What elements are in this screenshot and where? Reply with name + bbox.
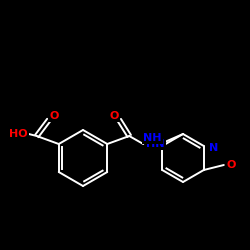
Text: HN: HN bbox=[146, 139, 165, 149]
Text: O: O bbox=[49, 111, 58, 121]
Text: NH: NH bbox=[143, 133, 162, 143]
Text: O: O bbox=[110, 111, 119, 121]
Text: HO: HO bbox=[10, 129, 28, 139]
Text: O: O bbox=[226, 160, 235, 170]
Text: N: N bbox=[209, 143, 218, 153]
